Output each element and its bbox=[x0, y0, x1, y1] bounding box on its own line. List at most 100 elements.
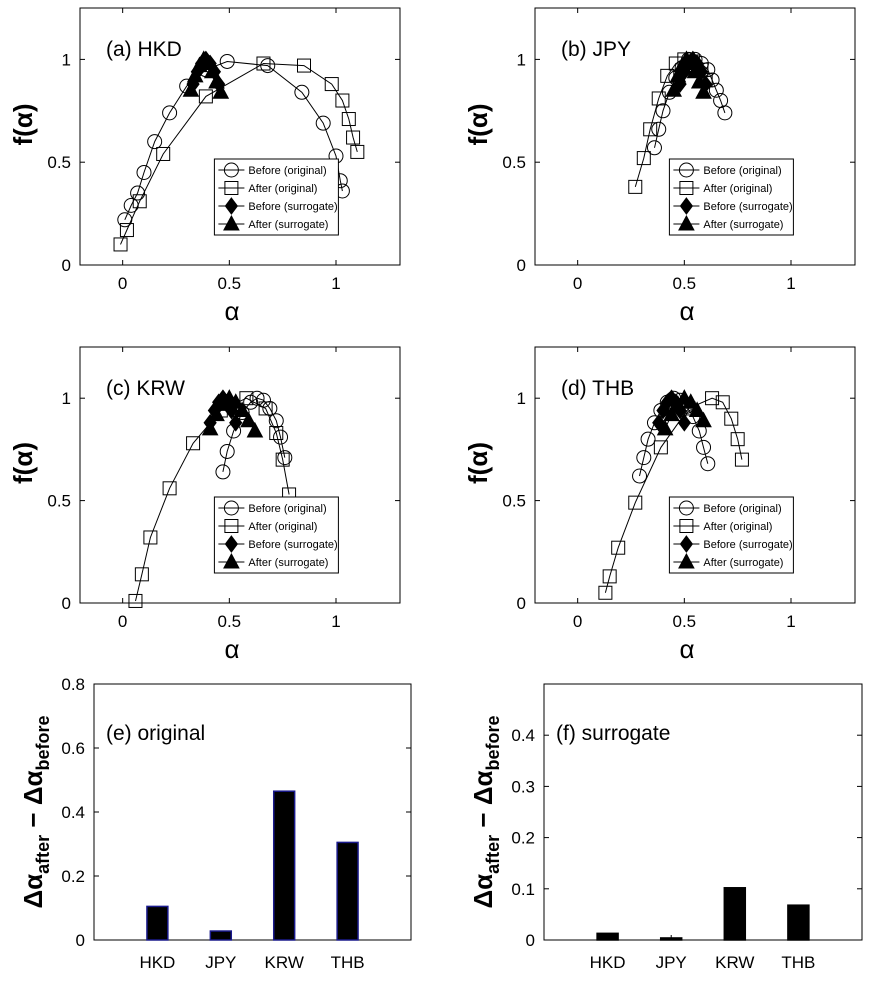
data-point bbox=[212, 83, 230, 99]
data-point bbox=[628, 495, 643, 510]
data-point bbox=[119, 223, 134, 238]
category-label: JPY bbox=[205, 953, 236, 972]
x-tick-label: 1 bbox=[331, 274, 340, 293]
category-label: HKD bbox=[590, 953, 626, 972]
legend-label: Before (surrogate) bbox=[703, 201, 792, 213]
data-point bbox=[240, 411, 257, 428]
legend: Before (original) After (original) Before … bbox=[668, 496, 794, 574]
bar-jpy bbox=[209, 930, 233, 941]
y-tick-label: 0.5 bbox=[47, 492, 71, 511]
data-point bbox=[324, 77, 339, 92]
x-tick-label: 0 bbox=[573, 274, 582, 293]
series-triangle bbox=[182, 50, 230, 99]
legend-label: After (original) bbox=[703, 183, 772, 195]
x-axis-label: α bbox=[679, 634, 694, 664]
data-point bbox=[655, 103, 671, 119]
y-tick-label: 0.3 bbox=[511, 777, 535, 796]
panel-b: 0 0.5 1 0 0.5 1 α f(α) (b) JPY Before (original) A… bbox=[463, 7, 856, 326]
data-point bbox=[208, 405, 225, 422]
data-point bbox=[268, 413, 284, 429]
data-point bbox=[258, 401, 273, 416]
data-point bbox=[229, 413, 243, 432]
series-square bbox=[113, 56, 365, 252]
data-point bbox=[182, 81, 200, 97]
legend-label: After (surrogate) bbox=[703, 219, 783, 231]
y-tick-label: 0 bbox=[517, 594, 526, 613]
legend: Before (original) After (original) Before … bbox=[213, 496, 339, 574]
data-point bbox=[128, 593, 143, 608]
data-point bbox=[297, 58, 311, 73]
panel-annotation: (f) surrogate bbox=[556, 722, 670, 745]
data-point bbox=[688, 401, 706, 417]
data-point bbox=[695, 411, 712, 428]
y-tick-label: 0.4 bbox=[61, 803, 85, 822]
data-point bbox=[602, 569, 617, 584]
series-triangle bbox=[665, 50, 712, 99]
x-tick-label: 0.5 bbox=[218, 612, 242, 631]
y-tick-label: 0.4 bbox=[511, 726, 535, 745]
category-label: JPY bbox=[656, 953, 687, 972]
data-point bbox=[186, 436, 201, 451]
data-point bbox=[294, 84, 310, 100]
y-axis-label: f(α) bbox=[8, 442, 38, 484]
data-point bbox=[219, 443, 235, 459]
legend-label: Before (original) bbox=[248, 165, 326, 177]
y-tick-label: 0 bbox=[62, 256, 71, 275]
bar-thb bbox=[787, 904, 810, 941]
data-point bbox=[708, 82, 724, 98]
panel-d: 0 0.5 1 0 0.5 1 α f(α) (d) THB Before (original) A… bbox=[463, 346, 856, 664]
panel-c: 0 0.5 1 0 0.5 1 α f(α) (c) KRW Before (original) A… bbox=[8, 346, 401, 664]
data-point bbox=[273, 429, 289, 445]
legend-marker bbox=[679, 535, 694, 553]
legend-marker bbox=[679, 519, 694, 533]
data-point bbox=[611, 540, 626, 555]
data-point bbox=[651, 91, 666, 106]
x-tick-label: 0.5 bbox=[218, 274, 242, 293]
data-point bbox=[734, 452, 749, 467]
y-axis-label: Δαafter − Δαbefore bbox=[468, 715, 503, 908]
data-point bbox=[636, 450, 652, 466]
legend: Before (original) After (original) Before … bbox=[668, 158, 794, 236]
category-label: KRW bbox=[715, 953, 754, 972]
data-point bbox=[705, 391, 720, 406]
y-tick-label: 1 bbox=[62, 389, 71, 408]
y-axis-label: f(α) bbox=[463, 104, 493, 146]
panel-annotation: (c) KRW bbox=[106, 377, 185, 400]
data-point bbox=[198, 89, 213, 104]
bar-thb bbox=[336, 841, 359, 941]
data-point bbox=[346, 130, 361, 145]
y-tick-label: 0.6 bbox=[61, 739, 85, 758]
bar-hkd bbox=[596, 932, 619, 941]
data-point bbox=[113, 237, 128, 252]
data-point bbox=[147, 134, 163, 150]
axes-frame-b bbox=[534, 7, 856, 266]
legend-marker bbox=[678, 500, 694, 516]
data-point bbox=[643, 122, 658, 137]
data-point bbox=[656, 419, 674, 436]
data-point bbox=[233, 401, 251, 417]
data-point bbox=[256, 56, 271, 71]
y-tick-label: 0 bbox=[76, 931, 85, 950]
x-tick-label: 0 bbox=[118, 612, 127, 631]
x-tick-label: 0 bbox=[118, 274, 127, 293]
y-tick-label: 1 bbox=[517, 50, 526, 69]
data-point bbox=[269, 426, 284, 441]
y-tick-label: 0.5 bbox=[502, 153, 526, 172]
data-point bbox=[646, 140, 662, 156]
data-point bbox=[162, 481, 177, 496]
data-point bbox=[628, 179, 643, 194]
legend-marker bbox=[223, 214, 240, 231]
series-line bbox=[120, 62, 358, 245]
data-point bbox=[246, 421, 264, 438]
data-point bbox=[640, 431, 656, 447]
bar-hkd bbox=[146, 905, 169, 941]
data-point bbox=[636, 151, 651, 166]
legend-marker bbox=[224, 535, 239, 553]
data-point bbox=[695, 83, 712, 99]
data-point bbox=[350, 144, 365, 159]
panel-a: 0 0.5 1 0 0.5 1 α f(α) (a) HKD Before (original) A… bbox=[8, 7, 401, 326]
x-axis-label: α bbox=[224, 296, 239, 326]
data-point bbox=[663, 405, 680, 422]
axes-frame-f bbox=[543, 683, 863, 941]
